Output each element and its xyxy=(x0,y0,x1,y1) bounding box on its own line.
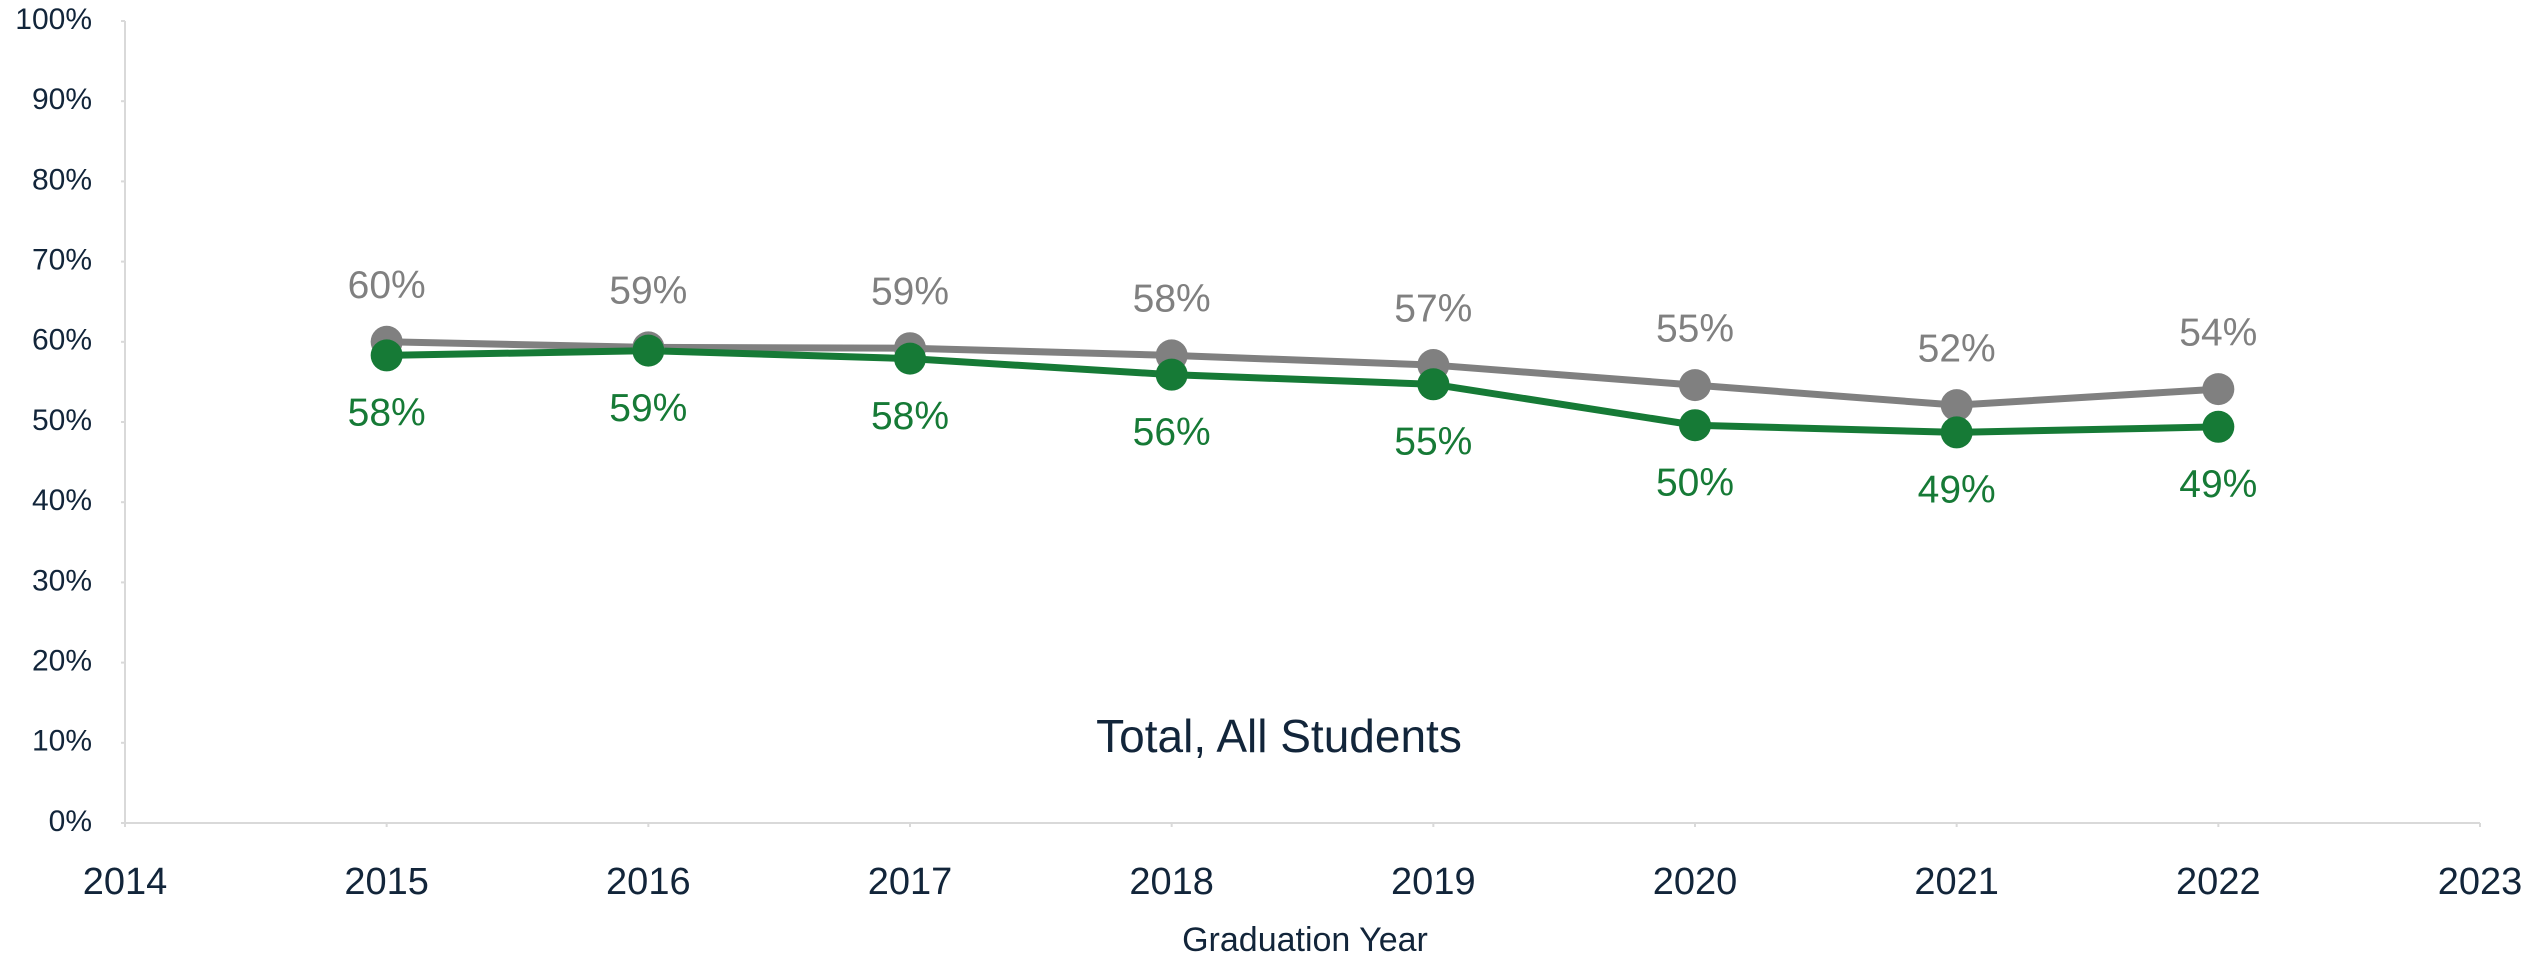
point xyxy=(1940,416,1973,449)
series-line xyxy=(386,338,2219,409)
data-label: 55% xyxy=(1394,421,1472,464)
y-tick-label: 0% xyxy=(49,805,92,838)
point xyxy=(894,342,926,375)
y-tick-label: 70% xyxy=(32,244,92,277)
data-label: 55% xyxy=(1656,307,1734,350)
annotation: Total, All Students xyxy=(1096,710,1462,762)
y-tick-label: 100% xyxy=(15,3,92,36)
point xyxy=(1417,368,1450,401)
x-tick-label: 2014 xyxy=(83,861,168,903)
point xyxy=(1679,369,1711,402)
data-label: 49% xyxy=(1918,469,1996,512)
y-tick-label: 20% xyxy=(32,645,92,678)
y-tick-label: 60% xyxy=(32,324,92,357)
point xyxy=(2202,410,2235,443)
data-label: 57% xyxy=(1394,287,1472,330)
x-tick-label: 2016 xyxy=(606,861,691,903)
data-label: 50% xyxy=(1656,462,1734,505)
x-tick-label: 2018 xyxy=(1129,861,1214,903)
point xyxy=(1679,409,1711,442)
point xyxy=(1940,389,1973,422)
y-tick-label: 80% xyxy=(32,163,92,196)
x-axis-title: Graduation Year xyxy=(1182,921,1428,959)
y-tick-label: 30% xyxy=(32,564,92,597)
data-label: 58% xyxy=(1133,278,1211,321)
data-label: 58% xyxy=(348,392,426,435)
x-tick-label: 2021 xyxy=(1914,861,1999,903)
y-tick-label: 90% xyxy=(32,83,92,116)
x-tick-label: 2020 xyxy=(1653,861,1738,903)
data-label: 59% xyxy=(609,270,687,313)
y-tick-label: 10% xyxy=(32,725,92,758)
x-tick-label: 2015 xyxy=(344,861,429,903)
series-line xyxy=(386,347,2219,436)
x-tick-label: 2019 xyxy=(1391,861,1476,903)
point xyxy=(632,334,665,367)
y-tick-label: 40% xyxy=(32,484,92,517)
data-label: 54% xyxy=(2179,311,2257,354)
x-tick-label: 2017 xyxy=(868,861,953,903)
data-label: 56% xyxy=(1133,411,1211,454)
point xyxy=(370,339,403,372)
x-tick-label: 2022 xyxy=(2176,861,2261,903)
point xyxy=(2202,373,2235,406)
x-tick-label: 2023 xyxy=(2438,861,2523,903)
data-label: 59% xyxy=(871,271,949,314)
point xyxy=(1155,358,1188,391)
data-label: 58% xyxy=(871,395,949,438)
data-label: 49% xyxy=(2179,463,2257,506)
y-tick-label: 50% xyxy=(32,404,92,437)
data-label: 60% xyxy=(348,264,426,307)
data-label: 52% xyxy=(1918,327,1996,370)
data-label: 59% xyxy=(609,387,687,430)
